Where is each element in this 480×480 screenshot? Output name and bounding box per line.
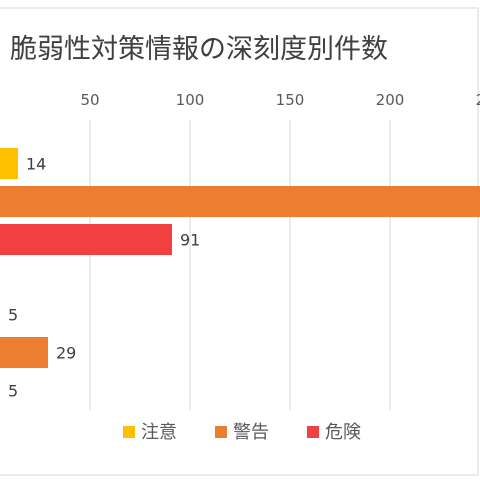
x-axis-tick-labels: 050100150200250 — [80, 91, 480, 109]
legend-label: 警告 — [233, 422, 269, 443]
x-tick-label: 150 — [276, 91, 305, 109]
legend-swatch — [307, 426, 319, 438]
bar-警告 — [0, 186, 480, 217]
data-label: 5 — [8, 382, 18, 401]
legend: 注意 警告 危険 — [123, 422, 361, 443]
legend-swatch — [215, 426, 227, 438]
legend-label: 注意 — [141, 422, 177, 443]
data-label: 29 — [56, 344, 76, 363]
data-label: 91 — [180, 231, 200, 250]
data-labels: 14260915295 — [8, 155, 200, 401]
chart-border — [0, 7, 479, 476]
data-label: 5 — [8, 306, 18, 325]
bar-危険 — [0, 224, 172, 255]
x-tick-label: 50 — [80, 91, 99, 109]
legend-label: 危険 — [325, 422, 361, 443]
data-label: 14 — [26, 155, 46, 174]
x-tick-label: 250 — [476, 91, 480, 109]
legend-swatch — [123, 426, 135, 438]
bar-注意 — [0, 148, 18, 179]
bars — [0, 148, 480, 368]
x-tick-label: 100 — [176, 91, 205, 109]
gridlines — [89, 120, 391, 410]
bar-警告 — [0, 337, 48, 368]
x-tick-label: 200 — [376, 91, 405, 109]
chart-title: 脆弱性対策情報の深刻度別件数 — [10, 34, 388, 65]
